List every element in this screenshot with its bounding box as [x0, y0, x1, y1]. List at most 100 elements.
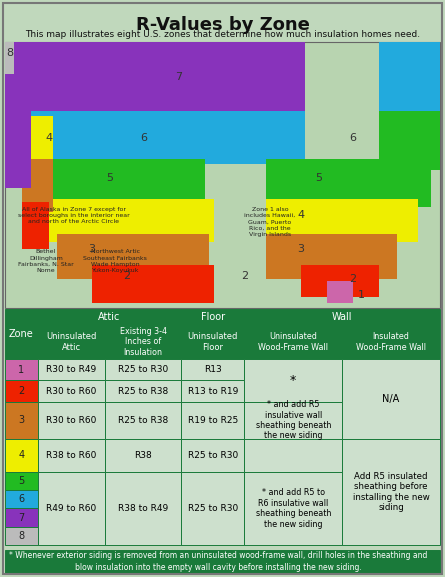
Text: Northwest Artic
Southeast Fairbanks
Wade Hampton
Yukon-Koyukuk: Northwest Artic Southeast Fairbanks Wade…	[83, 249, 147, 273]
Text: 2: 2	[18, 386, 24, 396]
Text: R30 to R60: R30 to R60	[46, 387, 97, 396]
Bar	[38, 359, 105, 380]
Bar	[266, 159, 431, 207]
Text: Uninsulated
Floor: Uninsulated Floor	[187, 332, 238, 351]
Bar	[5, 439, 38, 471]
Text: 2: 2	[123, 271, 130, 281]
Bar	[38, 309, 181, 325]
Text: Uninsulated
Wood-Frame Wall: Uninsulated Wood-Frame Wall	[258, 332, 328, 351]
Bar	[105, 325, 181, 359]
Bar	[5, 42, 440, 308]
Text: R38 to R60: R38 to R60	[46, 451, 97, 460]
Text: Insulated
Wood-Frame Wall: Insulated Wood-Frame Wall	[356, 332, 426, 351]
Text: 5: 5	[18, 476, 24, 486]
Text: 1: 1	[18, 365, 24, 374]
Text: Wall: Wall	[332, 312, 352, 322]
Text: 4: 4	[18, 450, 24, 460]
Bar	[5, 490, 38, 508]
Text: Attic: Attic	[98, 312, 121, 322]
Bar	[379, 111, 440, 170]
Bar	[301, 265, 379, 297]
Text: *: *	[290, 374, 296, 387]
Bar	[244, 439, 342, 471]
Bar	[244, 402, 342, 439]
Text: * and add R5
insulative wall
sheathing beneath
the new siding: * and add R5 insulative wall sheathing b…	[255, 400, 331, 440]
Bar	[5, 42, 14, 74]
Bar	[181, 309, 244, 325]
Bar	[105, 439, 181, 471]
Text: R13: R13	[204, 365, 222, 374]
Bar	[181, 471, 244, 545]
Bar	[22, 42, 305, 117]
Text: Zone: Zone	[9, 329, 34, 339]
Bar	[22, 111, 305, 164]
Text: Add R5 insulated
sheathing before
installing the new
siding: Add R5 insulated sheathing before instal…	[353, 472, 429, 512]
Bar	[342, 325, 440, 359]
Bar	[181, 402, 244, 439]
Text: R38: R38	[134, 451, 152, 460]
Text: 4: 4	[45, 133, 52, 143]
Bar	[5, 471, 38, 490]
Text: R49 to R60: R49 to R60	[46, 504, 97, 513]
Text: R25 to R38: R25 to R38	[118, 387, 168, 396]
Bar	[5, 359, 38, 380]
Text: R25 to R38: R25 to R38	[118, 416, 168, 425]
Text: 6: 6	[349, 133, 356, 143]
Text: * Whenever exterior siding is removed from an uninsulated wood-frame wall, drill: * Whenever exterior siding is removed fr…	[9, 551, 427, 572]
Bar	[5, 42, 31, 188]
Text: R30 to R60: R30 to R60	[46, 416, 97, 425]
Text: R25 to R30: R25 to R30	[118, 365, 168, 374]
Text: Uninsulated
Attic: Uninsulated Attic	[46, 332, 97, 351]
Bar	[38, 439, 105, 471]
Bar	[38, 380, 105, 402]
Text: Existing 3-4
Inches of
Insulation: Existing 3-4 Inches of Insulation	[120, 327, 166, 357]
Bar	[5, 380, 38, 402]
Bar	[181, 380, 244, 402]
Text: R25 to R30: R25 to R30	[188, 451, 238, 460]
Text: All of Alaska in Zone 7 except for
select boroughs in the interior near
and nort: All of Alaska in Zone 7 except for selec…	[18, 207, 130, 224]
Bar	[105, 380, 181, 402]
Bar	[379, 42, 440, 117]
Text: 5: 5	[106, 173, 113, 183]
Text: R13 to R19: R13 to R19	[187, 387, 238, 396]
Text: Bethel
Dillingham
Fairbanks, N. Star
Nome: Bethel Dillingham Fairbanks, N. Star Nom…	[18, 249, 74, 273]
Bar	[5, 309, 38, 359]
Bar	[22, 159, 53, 212]
Bar	[266, 199, 418, 242]
Bar	[181, 439, 244, 471]
Text: 5: 5	[315, 173, 322, 183]
Bar	[244, 309, 440, 325]
Text: 7: 7	[175, 72, 182, 81]
Text: This map illustrates eight U.S. zones that determine how much insulation homes n: This map illustrates eight U.S. zones th…	[25, 30, 420, 39]
Text: 2: 2	[349, 273, 356, 284]
Text: 7: 7	[18, 513, 24, 523]
Bar	[244, 359, 342, 402]
Bar	[266, 234, 396, 279]
Bar	[38, 325, 105, 359]
Bar	[342, 439, 440, 545]
Bar	[57, 234, 210, 279]
Text: N/A: N/A	[382, 394, 400, 404]
Bar	[342, 359, 440, 439]
Bar	[22, 159, 205, 207]
Bar	[5, 527, 38, 545]
Bar	[38, 402, 105, 439]
Text: * and add R5 to
R6 insulative wall
sheathing beneath
the new siding: * and add R5 to R6 insulative wall sheat…	[255, 488, 331, 529]
Bar	[38, 471, 105, 545]
Text: R19 to R25: R19 to R25	[188, 416, 238, 425]
Text: 4: 4	[297, 210, 304, 220]
Text: Zone 1 also
includes Hawaii,
Guam, Puerto
Rico, and the
Virgin Islands: Zone 1 also includes Hawaii, Guam, Puert…	[244, 207, 295, 237]
Text: 8: 8	[18, 531, 24, 541]
Bar	[244, 471, 342, 545]
Bar	[105, 471, 181, 545]
Text: R25 to R30: R25 to R30	[188, 504, 238, 513]
Text: Floor: Floor	[201, 312, 225, 322]
Bar	[5, 550, 440, 573]
Bar	[5, 402, 38, 439]
Text: 6: 6	[18, 494, 24, 504]
Bar	[244, 325, 342, 359]
Bar	[40, 199, 214, 242]
Bar	[105, 359, 181, 380]
Text: 3: 3	[89, 245, 96, 254]
Text: R-Values by Zone: R-Values by Zone	[136, 16, 309, 34]
